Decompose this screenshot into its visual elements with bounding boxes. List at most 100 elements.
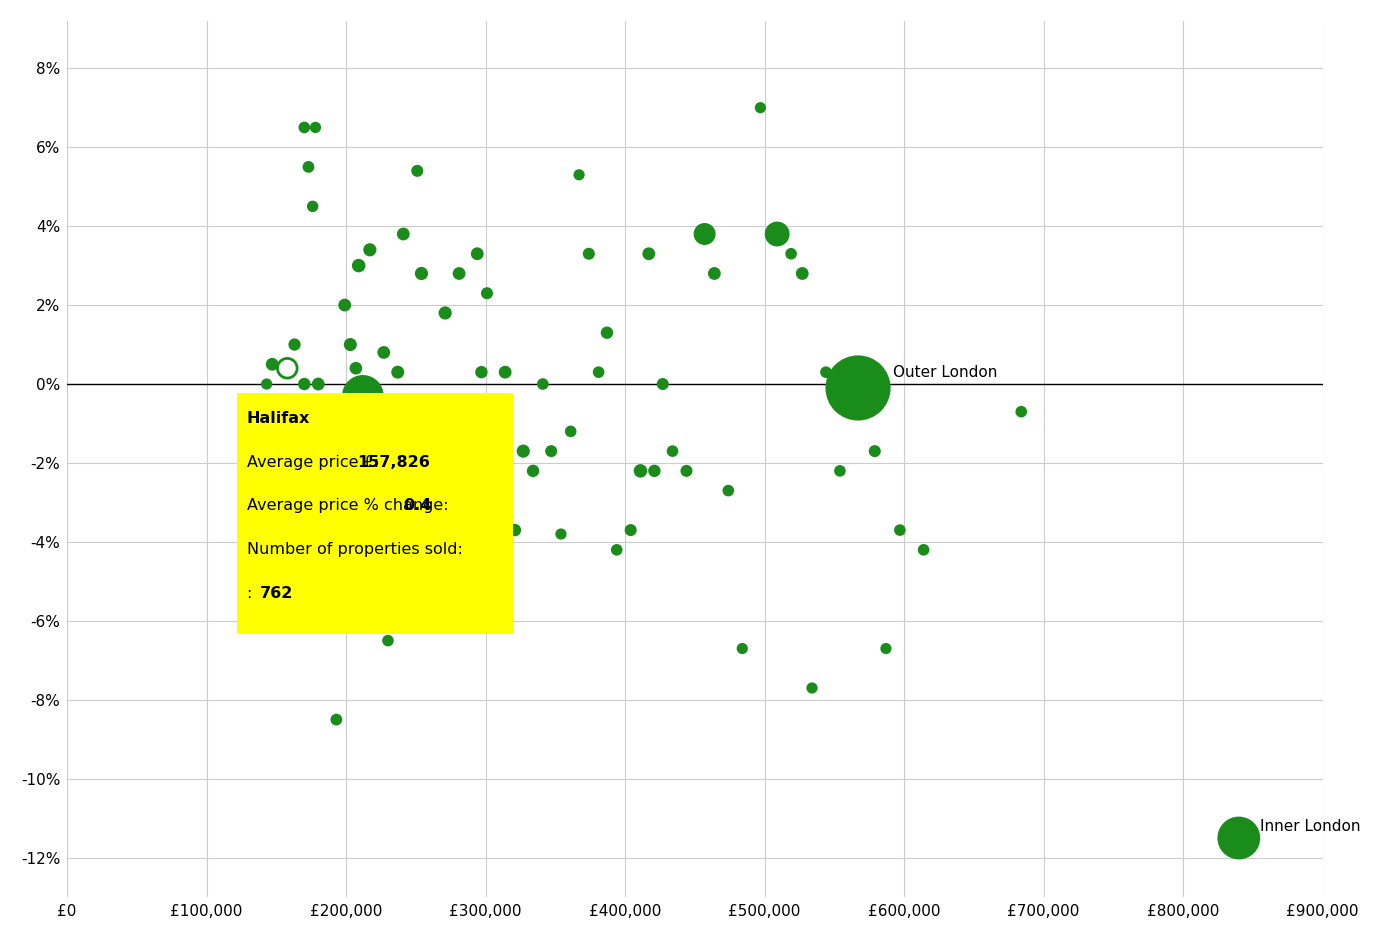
Point	[304, 120, 327, 135]
Point	[620, 523, 642, 538]
Point	[377, 634, 399, 649]
Point	[662, 444, 684, 459]
Point	[249, 463, 271, 478]
Point	[874, 641, 897, 656]
Point	[638, 246, 660, 261]
Point	[428, 424, 450, 439]
Point	[307, 377, 329, 392]
Text: Average price £:: Average price £:	[246, 455, 384, 470]
Point	[480, 483, 502, 498]
Point	[541, 444, 563, 459]
Point	[717, 483, 739, 498]
Point	[835, 377, 858, 392]
Point	[466, 246, 488, 261]
Point	[521, 463, 543, 478]
Point	[289, 507, 311, 522]
Point	[382, 447, 404, 462]
Point	[852, 404, 874, 419]
Point	[302, 199, 324, 214]
Point	[578, 246, 600, 261]
Text: Average price % change:: Average price % change:	[246, 498, 453, 513]
Point	[828, 463, 851, 478]
Point	[265, 558, 288, 573]
Point	[560, 424, 582, 439]
Point	[279, 447, 302, 462]
Point	[261, 357, 284, 372]
Text: :: :	[246, 587, 257, 601]
Point	[484, 562, 506, 577]
Text: Birmingham: Birmingham	[374, 408, 467, 423]
Point	[386, 365, 409, 380]
Point	[452, 404, 474, 419]
Point	[532, 377, 555, 392]
Point	[703, 266, 726, 281]
Point	[676, 463, 698, 478]
Point	[272, 602, 295, 617]
Point	[414, 463, 436, 478]
Point	[569, 167, 591, 182]
Point	[316, 535, 338, 550]
Point	[596, 325, 619, 340]
Point	[359, 243, 381, 258]
Point	[311, 436, 334, 451]
Point	[325, 713, 348, 728]
Point	[334, 298, 356, 313]
Point	[434, 306, 456, 321]
Point	[364, 523, 386, 538]
Point	[420, 483, 442, 498]
Point	[1227, 830, 1250, 845]
Point	[424, 503, 446, 518]
Point	[293, 377, 316, 392]
Point	[630, 463, 652, 478]
Point	[406, 164, 428, 179]
Point	[888, 523, 910, 538]
Point	[348, 258, 370, 274]
Point	[588, 365, 610, 380]
Point	[694, 227, 716, 242]
Point	[373, 345, 395, 360]
Point	[448, 266, 470, 281]
Point	[297, 160, 320, 175]
Point	[392, 227, 414, 242]
Point	[550, 526, 573, 541]
Text: Halifax: Halifax	[246, 411, 310, 426]
Point	[368, 483, 391, 498]
Point	[847, 381, 869, 396]
Point	[277, 361, 299, 376]
Text: 762: 762	[260, 587, 293, 601]
Point	[396, 404, 418, 419]
Point	[284, 337, 306, 352]
Point	[293, 120, 316, 135]
Point	[321, 476, 343, 491]
Point	[731, 641, 753, 656]
Point	[256, 377, 278, 392]
Point	[503, 523, 525, 538]
Point	[354, 463, 377, 478]
Point	[1011, 404, 1033, 419]
Point	[410, 266, 432, 281]
Point	[424, 463, 446, 478]
Text: 0.4: 0.4	[403, 498, 432, 513]
Point	[242, 428, 264, 443]
FancyBboxPatch shape	[236, 393, 513, 634]
Point	[352, 388, 374, 403]
Point	[345, 361, 367, 376]
Point	[791, 266, 813, 281]
Point	[475, 286, 498, 301]
Point	[749, 101, 771, 116]
Point	[442, 526, 464, 541]
Point	[606, 542, 628, 557]
Point	[400, 598, 423, 613]
Point	[493, 365, 516, 380]
Point	[863, 444, 885, 459]
Point	[766, 227, 788, 242]
Point	[801, 681, 823, 696]
Point	[438, 463, 460, 478]
Point	[652, 377, 674, 392]
Text: Inner London: Inner London	[1259, 819, 1361, 834]
Point	[456, 463, 478, 478]
Point	[470, 365, 492, 380]
Text: Outer London: Outer London	[892, 365, 997, 380]
Point	[339, 337, 361, 352]
Point	[235, 397, 257, 412]
